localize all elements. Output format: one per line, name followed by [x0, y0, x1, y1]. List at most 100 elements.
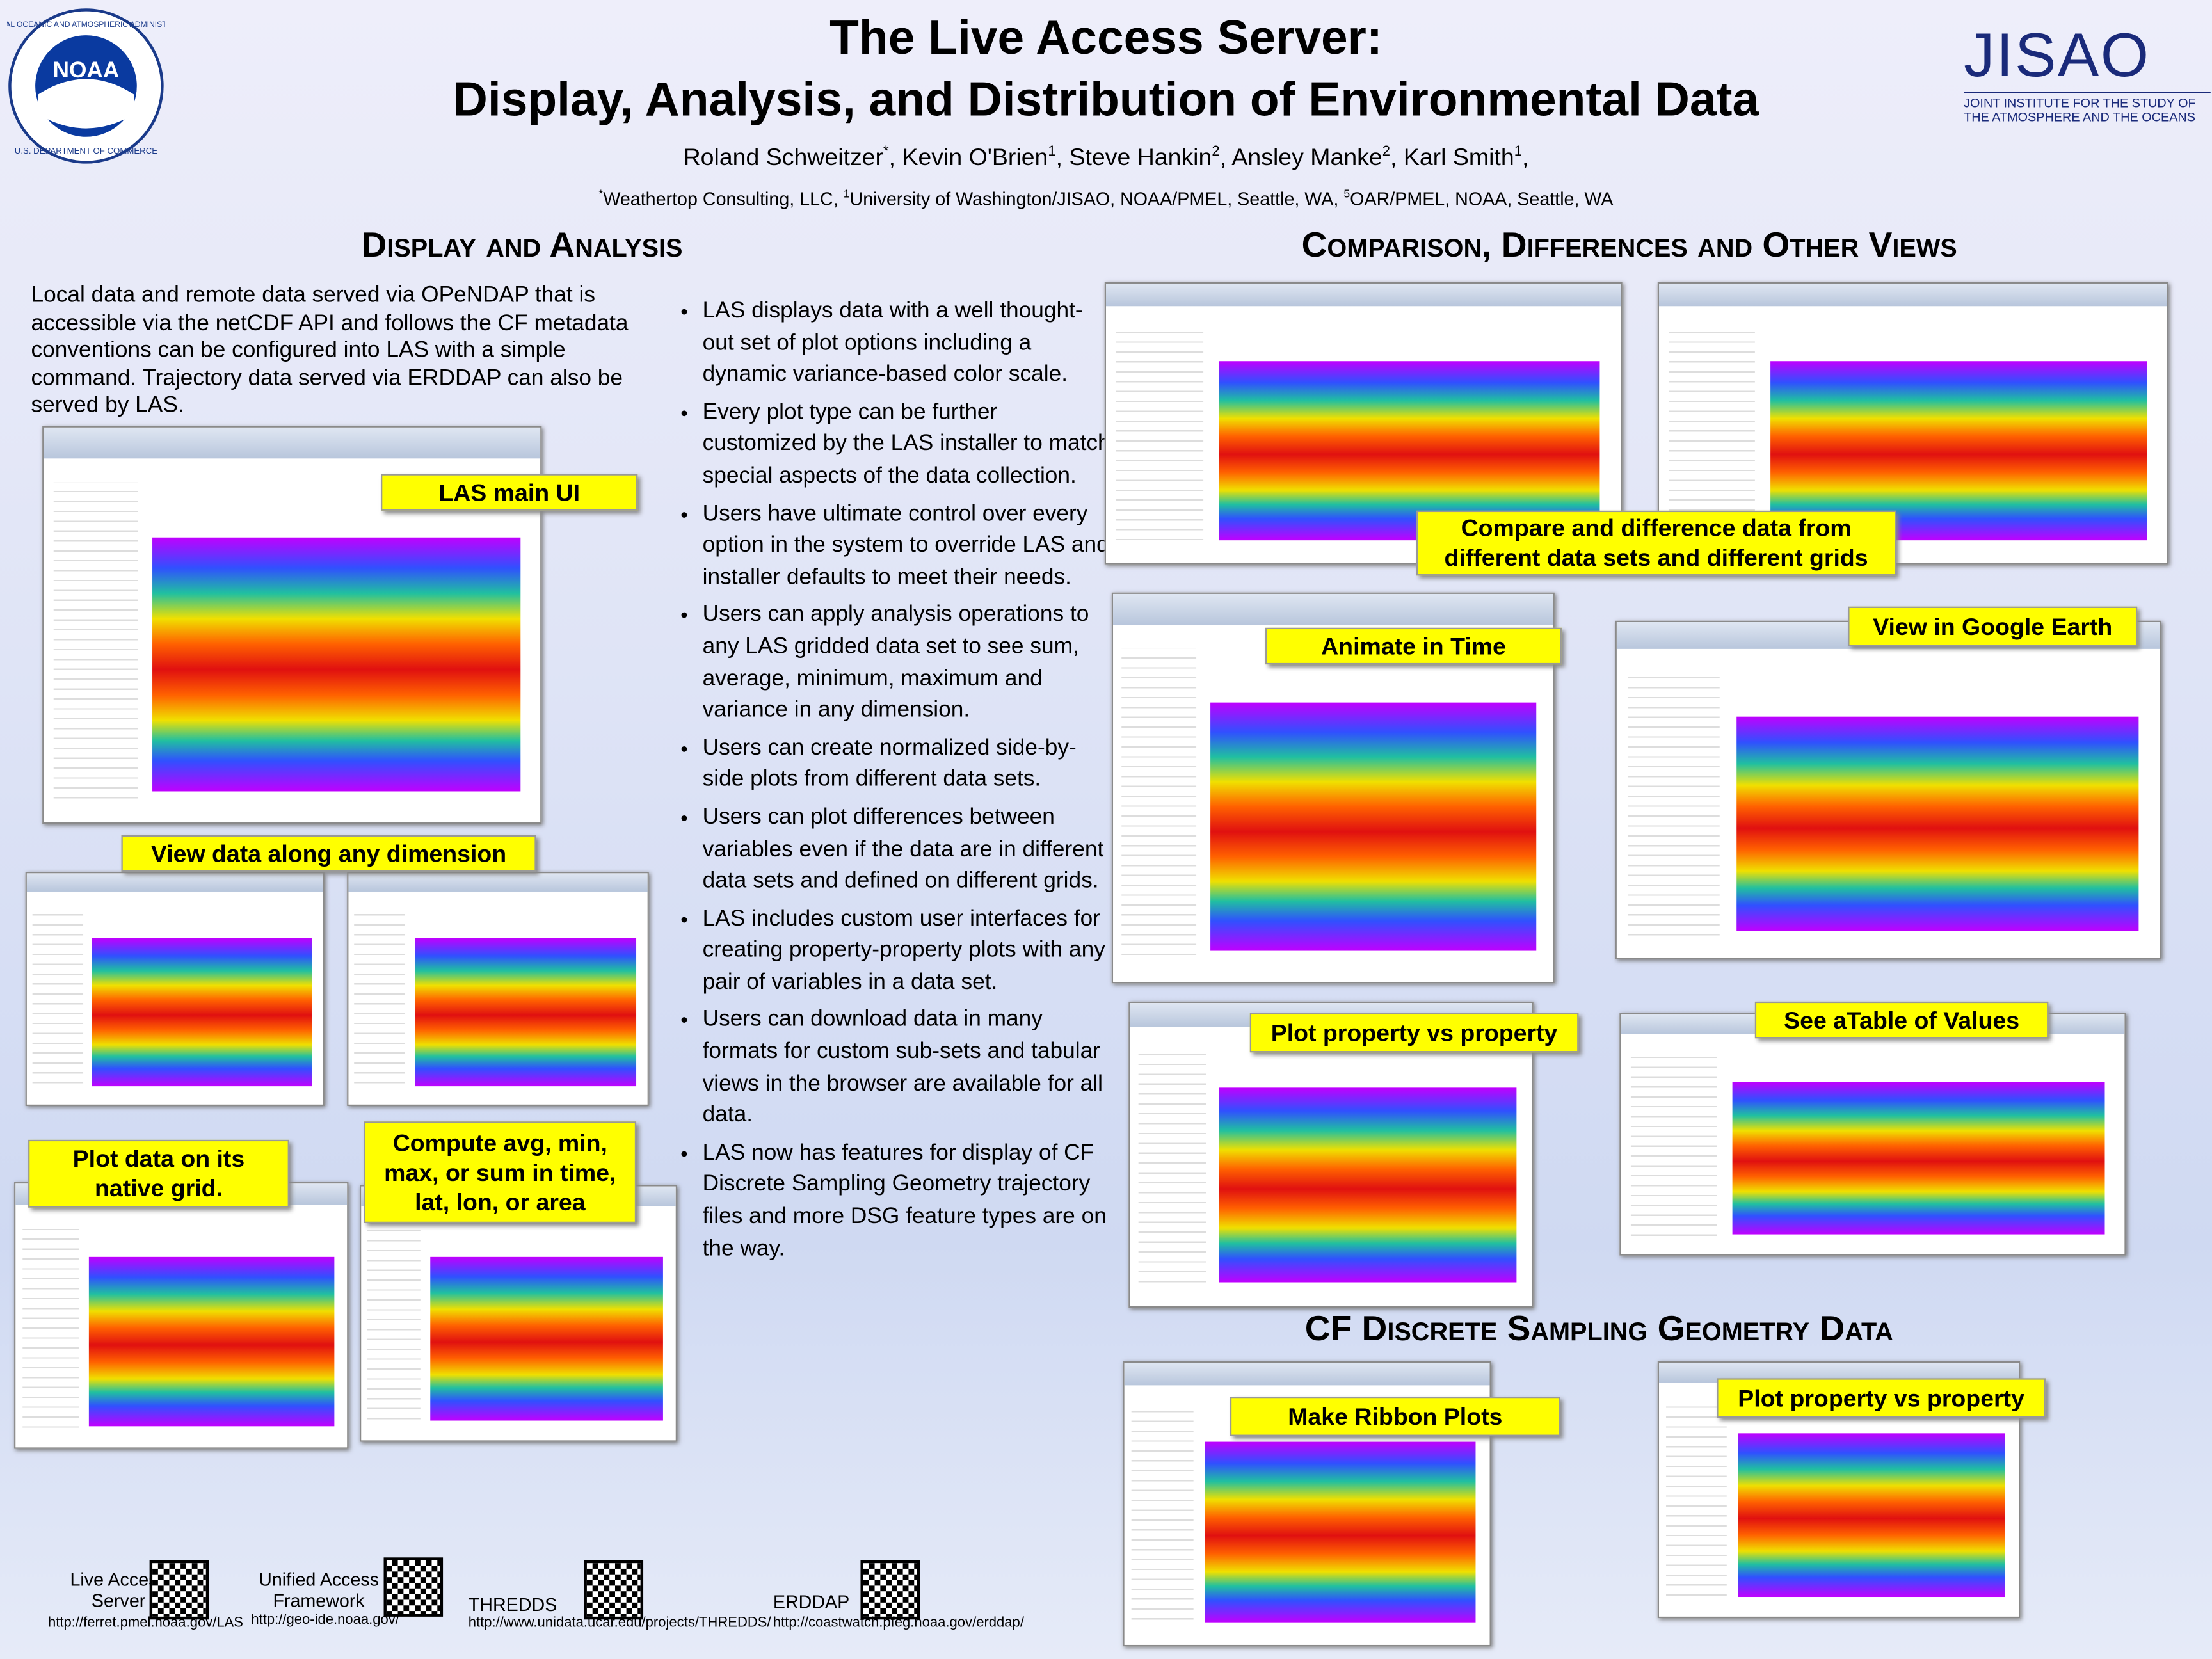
section-heading: CF Discrete Sampling Geometry Data: [1304, 1309, 1893, 1349]
qr-code: [584, 1560, 644, 1620]
author-name: Ansley Manke: [1231, 143, 1382, 171]
separator: ,: [1521, 143, 1529, 171]
title: Display, Analysis, and Distribution of E…: [453, 73, 1759, 127]
callout: Compare and difference data from differe…: [1416, 510, 1896, 576]
affil-sup: 5: [1343, 188, 1350, 200]
noaa-ring-bottom: U.S. DEPARTMENT OF COMMERCE: [15, 146, 157, 156]
link-label: ERDDAP: [773, 1591, 850, 1613]
bullet: Users can download data in many formats …: [703, 1005, 1112, 1132]
sidebar: [1627, 669, 1720, 938]
section-heading: Comparison, Differences and Other Views: [1301, 225, 1957, 266]
noaa-ring-top: NATIONAL OCEANIC AND ATMOSPHERIC ADMINIS…: [7, 20, 165, 29]
browser-bar: [1658, 284, 2167, 306]
author-sup: *: [883, 144, 889, 160]
affil-text: Weathertop Consulting, LLC,: [603, 188, 838, 209]
author-sup: 1: [1048, 144, 1056, 160]
screenshot: [1128, 1001, 1534, 1308]
bullet: LAS includes custom user interfaces for …: [703, 904, 1112, 999]
callout: Plot data on its native grid.: [28, 1139, 289, 1208]
plot-image: [1205, 1441, 1475, 1623]
browser-bar: [1105, 284, 1621, 306]
callout: Compute avg, min, max, or sum in time, l…: [364, 1121, 637, 1223]
screenshot: [1619, 1013, 2126, 1256]
browser-bar: [1113, 593, 1553, 625]
affil-text: OAR/PMEL, NOAA, Seattle, WA: [1350, 188, 1614, 209]
screenshot: [14, 1182, 349, 1449]
sidebar: [1116, 323, 1204, 547]
bullet: Users can plot differences between varia…: [703, 803, 1112, 898]
callout: See aTable of Values: [1754, 1001, 2049, 1039]
qr-code: [149, 1560, 209, 1620]
author-name: Roland Schweitzer: [683, 143, 884, 171]
sidebar: [1138, 1045, 1206, 1288]
plot-image: [1210, 702, 1536, 951]
separator: ,: [1390, 143, 1404, 171]
section-heading: Display and Analysis: [361, 225, 683, 266]
separator: [838, 188, 844, 209]
screenshot: [1615, 620, 2161, 959]
plot-image: [1736, 716, 2138, 931]
plot-image: [1731, 1081, 2104, 1235]
browser-bar: [1124, 1363, 1490, 1386]
plot-image: [88, 1257, 334, 1427]
author-sup: 2: [1212, 144, 1220, 160]
link-url: http://coastwatch.pfeg.noaa.gov/erddap/: [773, 1615, 1024, 1631]
plot-image: [430, 1257, 664, 1420]
link-label: THREDDS: [468, 1594, 557, 1615]
bullet: Users have ultimate control over every o…: [703, 499, 1112, 594]
jisao-line: JOINT INSTITUTE FOR THE STUDY OF: [1964, 92, 2211, 110]
plot-image: [92, 938, 312, 1086]
sidebar: [1132, 1402, 1194, 1628]
noaa-name: NOAA: [53, 58, 120, 83]
bullet: Users can apply analysis operations to a…: [703, 600, 1112, 727]
noaa-logo: NOAA NATIONAL OCEANIC AND ATMOSPHERIC AD…: [7, 8, 165, 164]
bullet: Users can create normalized side-by-side…: [703, 733, 1112, 797]
separator: ,: [1219, 143, 1232, 171]
bullet: LAS now has features for display of CF D…: [703, 1138, 1112, 1265]
affil-sup: 1: [843, 188, 850, 200]
sidebar: [1631, 1048, 1717, 1240]
qr-code: [383, 1557, 444, 1617]
sidebar: [367, 1222, 421, 1425]
link-url: http://ferret.pmel.noaa.gov/LAS: [47, 1615, 244, 1631]
browser-bar: [44, 427, 541, 460]
link-label: Unified Access Framework: [259, 1568, 380, 1612]
callout: Plot property vs property: [1249, 1013, 1579, 1053]
callout: Make Ribbon Plots: [1230, 1397, 1560, 1436]
title: The Live Access Server:: [830, 11, 1382, 65]
browser-bar: [348, 873, 648, 892]
callout: LAS main UI: [381, 474, 638, 511]
authors: Roland Schweitzer*, Kevin O'Brien1, Stev…: [0, 144, 2212, 172]
callout: View in Google Earth: [1848, 606, 2138, 646]
author-sup: 1: [1514, 144, 1522, 160]
jisao-logo: JISAO JOINT INSTITUTE FOR THE STUDY OF T…: [1964, 21, 2211, 124]
link-url: http://geo-ide.noaa.gov/: [251, 1612, 399, 1628]
sidebar: [354, 905, 406, 1091]
affil-text: University of Washington/JISAO, NOAA/PME…: [849, 188, 1339, 209]
sidebar: [1121, 648, 1197, 959]
intro: Local data and remote data served via OP…: [31, 284, 629, 418]
author-name: Kevin O'Brien: [902, 143, 1048, 171]
callout: Plot property vs property: [1717, 1378, 2046, 1418]
plot-image: [1738, 1434, 2005, 1597]
callout: Animate in Time: [1265, 627, 1562, 665]
bullet: LAS displays data with a well thought-ou…: [703, 296, 1112, 392]
plot-image: [153, 538, 521, 791]
author-name: Karl Smith: [1403, 143, 1514, 171]
plot-image: [1218, 1087, 1516, 1283]
plot-image: [414, 938, 636, 1086]
bullet-list: LAS displays data with a well thought-ou…: [680, 296, 1111, 1272]
callout: View data along any dimension: [121, 835, 536, 872]
browser-bar: [26, 873, 323, 892]
qr-code: [860, 1560, 920, 1620]
sidebar: [53, 483, 138, 799]
screenshot: [360, 1185, 677, 1442]
sidebar: [33, 905, 83, 1091]
author-sup: 2: [1382, 144, 1391, 160]
sidebar: [22, 1220, 79, 1432]
link-url: http://www.unidata.ucar.edu/projects/THR…: [468, 1615, 771, 1631]
separator: ,: [888, 143, 902, 171]
sidebar: [1666, 1398, 1727, 1602]
screenshot: [25, 872, 325, 1106]
